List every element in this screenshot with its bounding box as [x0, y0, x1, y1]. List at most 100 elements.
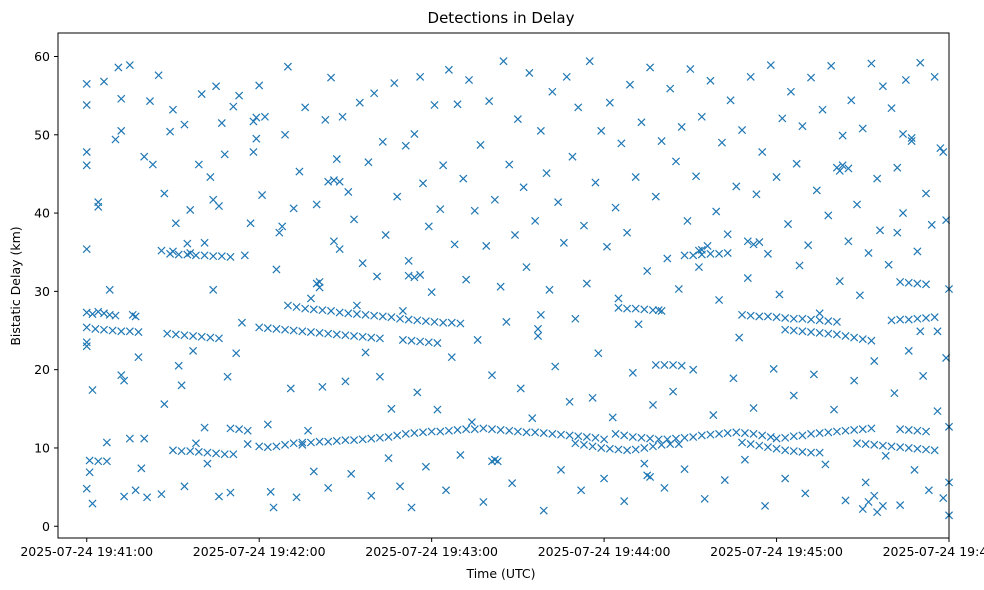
data-point — [99, 77, 109, 86]
data-point — [229, 102, 238, 111]
data-point — [648, 442, 657, 451]
data-point — [516, 384, 525, 393]
data-point — [470, 425, 479, 434]
data-point — [404, 315, 413, 324]
data-point — [269, 503, 278, 512]
data-point — [858, 505, 867, 514]
data-point — [617, 139, 626, 148]
data-point — [505, 426, 514, 435]
data-point — [824, 317, 833, 326]
data-point — [177, 381, 186, 390]
data-point — [499, 57, 508, 66]
data-point — [565, 397, 574, 406]
data-point — [533, 331, 543, 341]
data-point — [559, 238, 568, 247]
data-point — [634, 320, 643, 329]
plot-frame — [57, 32, 950, 539]
data-point — [350, 436, 359, 445]
data-point — [410, 273, 419, 282]
x-tick-label: 2025-07-24 19:44:00 — [538, 544, 671, 559]
data-point — [396, 314, 405, 323]
data-point — [605, 444, 614, 453]
data-point — [404, 256, 413, 265]
data-point — [214, 202, 223, 211]
data-point — [631, 304, 640, 313]
data-point — [766, 61, 775, 70]
data-point — [378, 312, 387, 321]
data-point — [301, 103, 310, 112]
data-point — [755, 441, 764, 450]
data-point — [781, 313, 790, 323]
data-point — [289, 204, 298, 213]
data-point — [539, 506, 548, 515]
data-point — [620, 497, 629, 506]
data-point — [396, 482, 405, 491]
data-point — [120, 376, 129, 385]
data-point — [344, 187, 353, 196]
data-point — [847, 96, 856, 105]
data-point — [683, 216, 692, 225]
data-point — [671, 157, 680, 166]
data-point — [921, 280, 931, 289]
chart-title: Detections in Delay — [428, 9, 575, 27]
data-point — [763, 443, 772, 452]
data-point — [180, 331, 189, 340]
data-point — [528, 414, 537, 423]
data-point — [789, 314, 798, 323]
data-point — [401, 429, 410, 438]
data-point — [338, 112, 347, 121]
data-point — [864, 497, 873, 507]
data-point — [571, 439, 580, 448]
data-point — [332, 155, 341, 164]
data-point — [697, 112, 706, 121]
data-point — [844, 237, 853, 246]
data-point — [470, 206, 479, 215]
data-point — [726, 96, 735, 105]
data-point — [413, 388, 422, 397]
data-point — [306, 294, 315, 303]
data-point — [600, 474, 609, 483]
data-point — [367, 491, 376, 500]
data-point — [916, 327, 925, 336]
data-point — [358, 332, 367, 341]
data-point — [263, 420, 272, 429]
data-point — [367, 333, 376, 342]
data-point — [867, 336, 876, 345]
data-point — [815, 316, 824, 325]
data-point — [203, 459, 212, 468]
data-point — [654, 306, 663, 315]
data-point — [921, 313, 931, 323]
data-point — [393, 192, 402, 201]
data-point — [324, 329, 333, 338]
data-point — [554, 198, 563, 207]
data-point — [168, 446, 177, 455]
data-point — [855, 291, 864, 300]
data-point — [758, 431, 767, 440]
data-point — [824, 211, 833, 220]
data-point — [637, 118, 646, 127]
data-point — [99, 309, 109, 318]
data-point — [194, 160, 203, 169]
data-point — [361, 348, 370, 357]
data-point — [522, 428, 531, 437]
data-point — [137, 464, 146, 473]
data-point — [574, 103, 583, 112]
data-point — [781, 446, 790, 455]
data-point — [772, 444, 781, 453]
data-point — [605, 98, 614, 107]
y-tick-label: 0 — [42, 519, 50, 534]
data-point — [143, 493, 152, 502]
data-point — [358, 259, 367, 268]
x-tick-label: 2025-07-24 19:45:00 — [710, 544, 843, 559]
data-point — [275, 228, 284, 237]
data-point — [657, 306, 666, 315]
data-point — [588, 442, 597, 451]
data-point — [625, 80, 634, 89]
data-point — [781, 474, 790, 483]
data-point — [266, 487, 275, 496]
data-point — [700, 494, 709, 503]
data-point — [82, 484, 91, 493]
data-point — [807, 73, 816, 82]
data-point — [177, 447, 186, 456]
